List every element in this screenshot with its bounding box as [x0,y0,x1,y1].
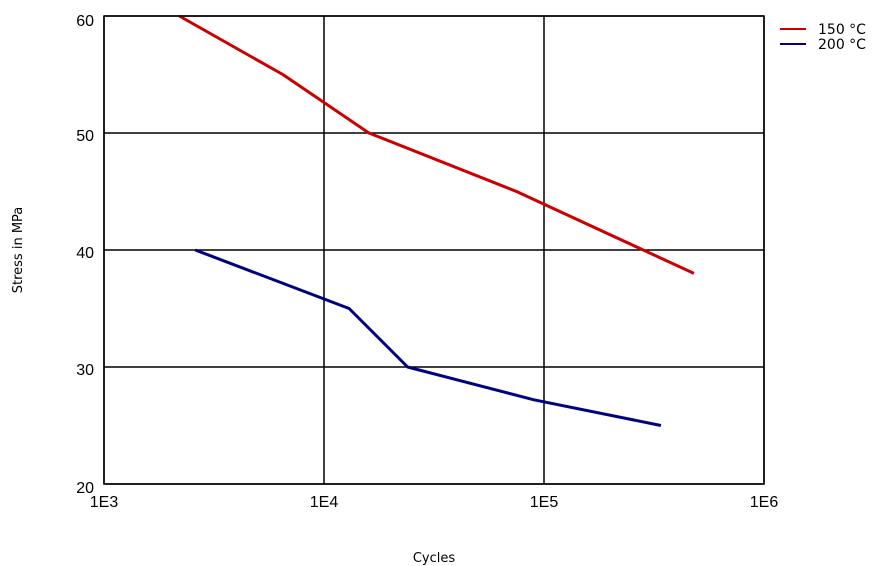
series-line [178,14,695,275]
grid-lines [103,15,765,485]
x-tick-label: 1E6 [750,494,779,511]
legend-label: 200 °C [818,37,866,53]
plot-frame [103,15,765,485]
series-layer [178,14,695,427]
legend-label: 150 °C [818,22,866,38]
x-axis-title: Cycles [413,551,456,566]
x-tick-labels: 1E3 1E4 1E5 1E6 [90,494,779,511]
x-tick-label: 1E5 [530,494,559,511]
y-tick-label: 40 [76,245,94,262]
y-tick-labels: 20 30 40 50 60 [76,13,94,497]
y-tick-label: 50 [76,128,94,145]
y-tick-label: 30 [76,362,94,379]
x-tick-label: 1E3 [90,494,119,511]
y-tick-label: 20 [76,480,94,497]
series-line [194,248,662,427]
y-tick-label: 60 [76,13,94,30]
x-tick-label: 1E4 [310,494,339,511]
y-axis-title: Stress in MPa [11,207,26,294]
